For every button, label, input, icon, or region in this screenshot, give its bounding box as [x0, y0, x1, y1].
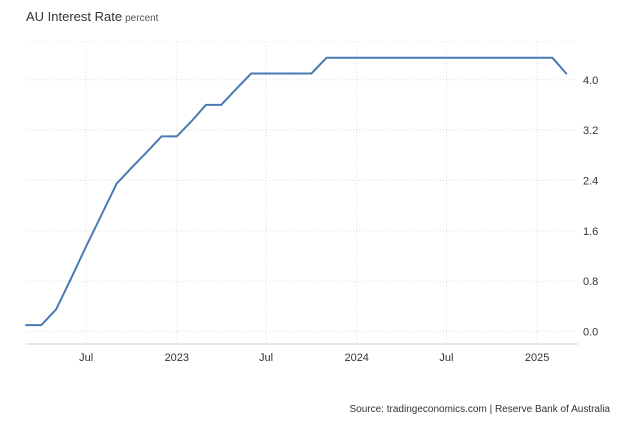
chart-title-text: AU Interest Rate [26, 9, 123, 24]
source-note: Source: tradingeconomics.com | Reserve B… [349, 404, 611, 415]
chart-subtitle: percent [125, 13, 159, 24]
y-tick-label: 1.6 [583, 226, 598, 238]
x-tick-label: Jul [79, 352, 93, 364]
y-tick-label: 0.0 [583, 326, 598, 338]
chart-title: AU Interest Rate percent [26, 9, 158, 24]
x-tick-label: Jul [259, 352, 273, 364]
x-tick-label: 2023 [165, 352, 189, 364]
y-tick-label: 2.4 [583, 175, 598, 187]
x-tick-label: 2025 [525, 352, 549, 364]
x-tick-label: 2024 [344, 352, 368, 364]
x-tick-label: Jul [439, 352, 453, 364]
y-tick-label: 4.0 [583, 75, 598, 87]
series-line [25, 56, 568, 327]
y-tick-label: 3.2 [583, 125, 598, 137]
y-tick-label: 0.8 [583, 276, 598, 288]
